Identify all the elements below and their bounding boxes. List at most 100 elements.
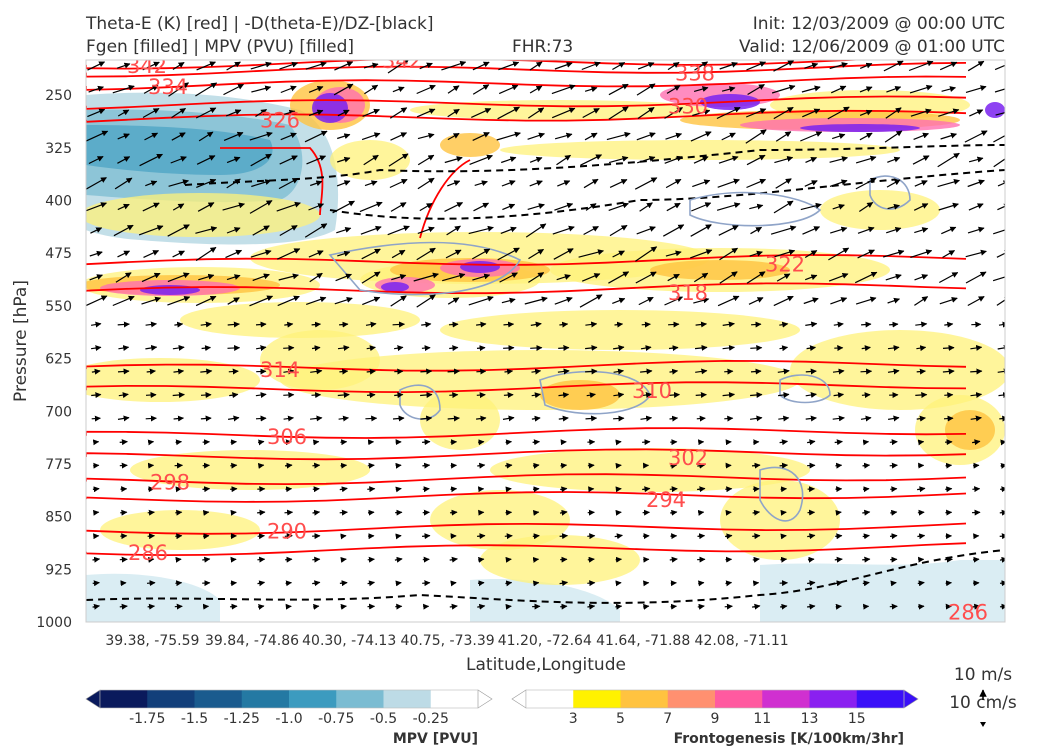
wind-vector (444, 156, 463, 164)
wind-vector (940, 132, 957, 140)
wind-vector (172, 344, 185, 351)
wind-vector (389, 178, 408, 189)
wind-vector (310, 180, 323, 187)
wind-vector (448, 321, 459, 328)
wind-vector (91, 321, 102, 328)
wind-vector (807, 580, 816, 587)
wind-vector (558, 392, 570, 399)
wind-vector (527, 203, 545, 210)
wind-vector (643, 603, 650, 610)
wind-vector (173, 415, 184, 422)
wind-vector (587, 603, 596, 610)
wind-vector (392, 321, 405, 328)
fgen-fill (260, 330, 380, 390)
wind-vector (780, 603, 788, 610)
wind-vector (89, 274, 103, 281)
colorbar-tick-label: 13 (801, 711, 819, 727)
wind-vector (367, 462, 375, 469)
wind-key-horizontal: 10 m/s (954, 665, 1012, 685)
wind-vector (198, 273, 215, 281)
wind-vector (113, 224, 134, 237)
wind-vector (945, 486, 953, 493)
wind-vector (416, 84, 436, 95)
wind-vector (887, 203, 900, 210)
wind-vector (284, 321, 294, 328)
wind-vector (554, 132, 573, 140)
wind-vector (834, 439, 843, 446)
wind-vector (227, 321, 240, 328)
wind-vector (312, 509, 321, 516)
wind-vector (916, 345, 927, 352)
wind-vector (889, 321, 899, 328)
ddz-contour (184, 144, 1005, 186)
wind-vector (477, 462, 486, 469)
wind-vector (608, 271, 630, 284)
wind-vector (117, 321, 130, 328)
wind-vector (172, 391, 185, 398)
wind-vector (862, 533, 870, 540)
colorbar-segment (667, 690, 716, 708)
fgen-fill (381, 282, 409, 292)
wind-vector (725, 509, 732, 516)
wind-vector (945, 462, 953, 469)
wind-vector (887, 368, 900, 375)
wind-vector (807, 603, 816, 610)
wind-vector (529, 180, 543, 187)
wind-vector (773, 295, 794, 307)
wind-vector (889, 462, 898, 469)
wind-vector (167, 295, 191, 306)
wind-vector (360, 225, 382, 235)
wind-vector (86, 130, 109, 142)
wind-vector (780, 556, 788, 563)
wind-vector (505, 439, 512, 446)
wind-vector (970, 415, 982, 422)
mpv-fill (760, 560, 1005, 622)
wind-vector (996, 250, 1005, 258)
wind-vector (805, 392, 817, 398)
colorbar-tick-label: 7 (663, 711, 672, 727)
theta-e-contour (86, 491, 967, 503)
wind-vector (965, 271, 987, 284)
wind-vector (886, 179, 901, 188)
wind-vector (115, 272, 132, 283)
wind-vector (664, 155, 683, 164)
wind-vector (777, 368, 790, 375)
wind-vector (582, 107, 600, 119)
wind-vector (117, 415, 130, 422)
mpv-colorbar: -1.75 -1.5 -1.25 -1.0 -0.75 -0.5 -0.25 MPV [PVU… (85, 689, 493, 747)
wind-vector (498, 84, 519, 95)
wind-vector (637, 155, 656, 164)
wind-vector (554, 296, 573, 305)
wind-vector (608, 106, 629, 120)
wind-vector (230, 580, 237, 587)
wind-vector (663, 224, 685, 237)
wind-vector (366, 345, 376, 352)
colorbar-tick-label: 5 (616, 711, 625, 727)
wind-vector (557, 368, 570, 375)
wind-vector (312, 462, 321, 469)
wind-vector (363, 154, 379, 166)
wind-vector (967, 295, 985, 307)
wind-vector (693, 297, 710, 304)
wind-vector (804, 180, 818, 187)
x-tick-label: 41.64, -71.88 (596, 633, 690, 649)
theta-e-contour (86, 95, 967, 110)
wind-vector (612, 61, 626, 71)
wind-vector (724, 415, 734, 422)
wind-vector (697, 462, 706, 469)
wind-vector (249, 295, 274, 307)
wind-vector (118, 392, 129, 399)
x-tick-label: 39.38, -75.59 (105, 633, 199, 649)
wind-vector (117, 203, 130, 211)
wind-vector (336, 180, 351, 187)
wind-vector (284, 533, 293, 540)
wind-vector (86, 202, 107, 212)
wind-vector (200, 392, 212, 399)
wind-vector (367, 486, 376, 493)
wind-vector (86, 177, 107, 190)
wind-vector (972, 439, 981, 446)
y-tick-label: 325 (45, 141, 72, 157)
colorbar-tick-label: 11 (753, 711, 771, 727)
wind-vector (997, 203, 1005, 211)
